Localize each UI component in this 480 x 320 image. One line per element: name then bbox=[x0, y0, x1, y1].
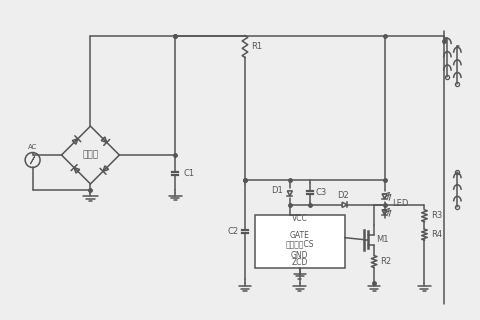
Text: GATE: GATE bbox=[290, 231, 310, 240]
Text: M1: M1 bbox=[376, 235, 389, 244]
Text: R4: R4 bbox=[432, 230, 443, 239]
Text: R2: R2 bbox=[380, 257, 391, 266]
Text: 控制芯片CS: 控制芯片CS bbox=[286, 240, 314, 249]
Text: GND: GND bbox=[291, 251, 309, 260]
Text: ZCD: ZCD bbox=[292, 258, 308, 267]
Text: D1: D1 bbox=[271, 186, 283, 195]
Text: R1: R1 bbox=[251, 42, 262, 51]
Text: VCC: VCC bbox=[292, 214, 308, 223]
Text: AC: AC bbox=[28, 144, 37, 150]
Text: C2: C2 bbox=[227, 227, 238, 236]
Text: C3: C3 bbox=[316, 188, 327, 197]
Text: D2: D2 bbox=[337, 191, 348, 200]
Text: 整流桥: 整流桥 bbox=[83, 150, 98, 160]
Text: LED: LED bbox=[393, 199, 409, 208]
Text: R3: R3 bbox=[432, 211, 443, 220]
FancyBboxPatch shape bbox=[255, 215, 345, 268]
Text: C1: C1 bbox=[183, 169, 194, 179]
